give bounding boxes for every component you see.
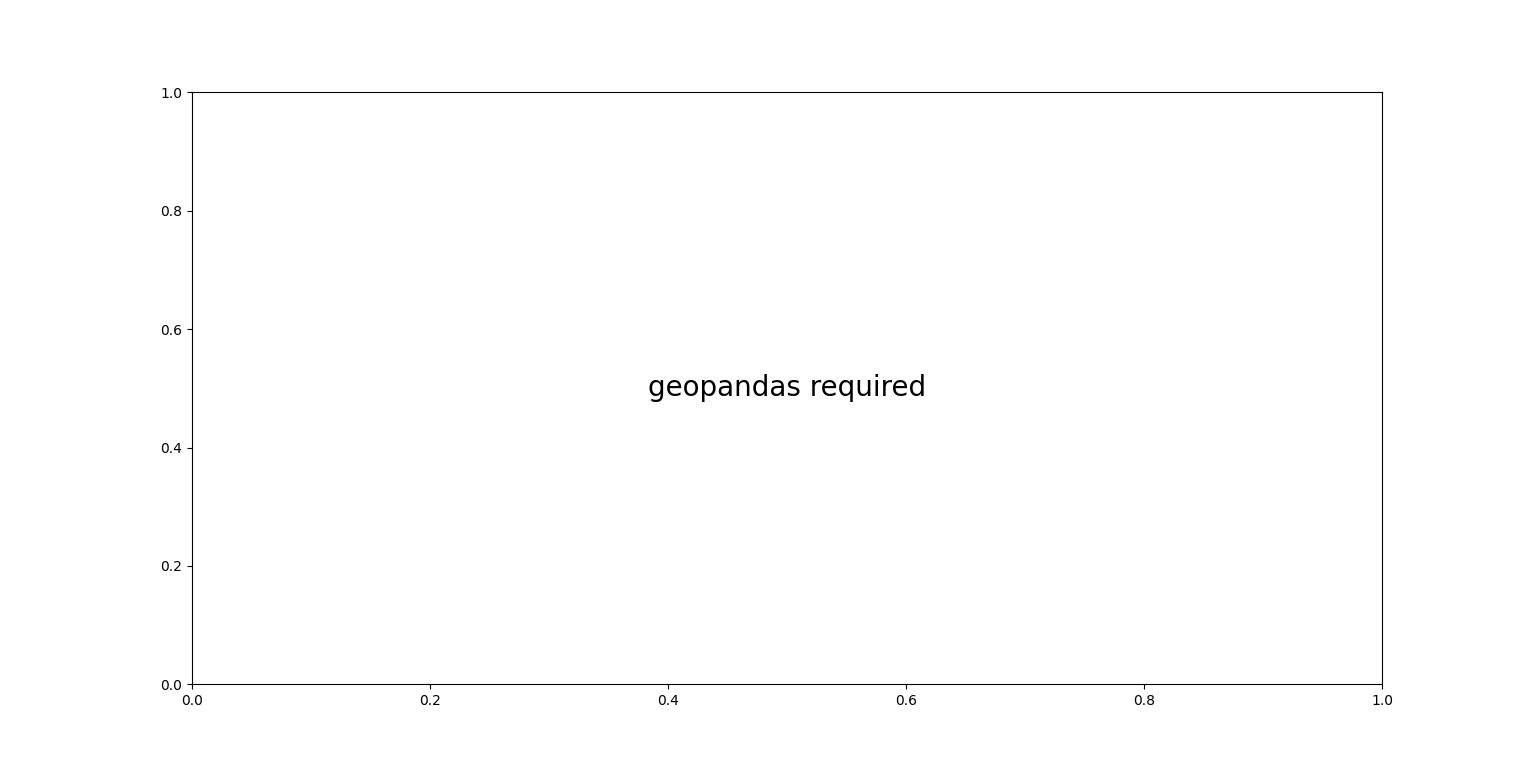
Text: geopandas required: geopandas required (648, 375, 926, 402)
